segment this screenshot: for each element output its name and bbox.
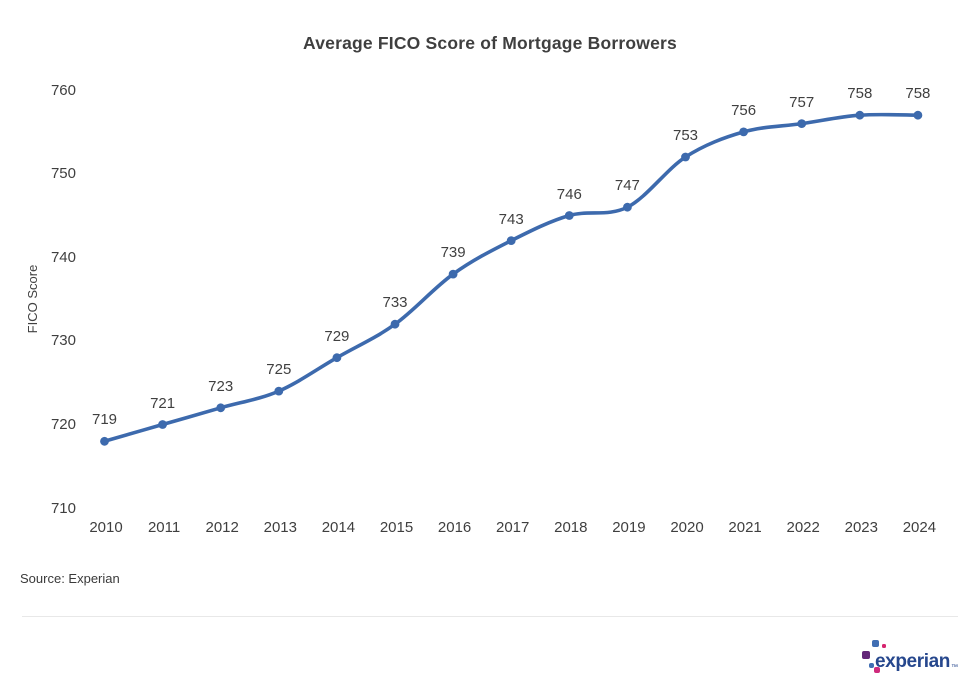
x-tick-label: 2019 — [612, 519, 646, 536]
experian-logo-text: experian™ — [875, 651, 958, 672]
data-point-label: 739 — [440, 244, 466, 262]
data-point — [216, 403, 226, 413]
data-point — [390, 319, 400, 329]
data-point-label: 756 — [731, 101, 757, 119]
data-point — [506, 236, 516, 246]
data-point-label: 747 — [614, 177, 640, 195]
data-point-label: 729 — [324, 327, 350, 345]
data-point — [855, 110, 865, 120]
data-point-label: 758 — [847, 85, 873, 103]
data-point-label: 753 — [672, 127, 699, 145]
data-point — [623, 202, 632, 212]
experian-logo-blue-dot-icon — [869, 663, 874, 668]
x-tick-label: 2020 — [670, 519, 704, 536]
data-point — [100, 436, 109, 446]
data-point — [739, 127, 748, 137]
y-tick-label: 760 — [50, 81, 76, 99]
data-point — [332, 353, 342, 363]
y-tick-label: 710 — [50, 499, 76, 517]
trademark-symbol: ™ — [950, 664, 958, 671]
x-tick-label: 2011 — [147, 519, 181, 536]
x-tick-label: 2015 — [379, 519, 414, 536]
data-point-label: 757 — [789, 93, 815, 111]
data-point-label: 758 — [905, 85, 931, 103]
data-point — [448, 269, 458, 279]
data-point-label: 721 — [150, 394, 176, 412]
x-tick-label: 2021 — [728, 519, 762, 536]
x-tick-label: 2013 — [263, 519, 297, 536]
experian-logo-pink-dot-icon — [882, 644, 886, 648]
source-note: Source: Experian — [20, 571, 120, 586]
data-point — [158, 420, 168, 429]
y-tick-label: 750 — [50, 165, 76, 183]
x-tick-label: 2016 — [437, 519, 472, 536]
data-point-label: 723 — [208, 377, 234, 395]
data-point — [681, 152, 690, 162]
x-tick-label: 2022 — [786, 519, 820, 536]
x-tick-label: 2012 — [205, 519, 239, 536]
data-point — [564, 211, 574, 220]
data-point-label: 725 — [266, 361, 292, 379]
data-point-label: 743 — [498, 210, 524, 228]
y-tick-label: 740 — [50, 248, 76, 266]
experian-logo-magenta-square-icon — [874, 667, 880, 673]
x-tick-label: 2018 — [554, 519, 588, 536]
data-point — [274, 386, 284, 396]
x-tick-label: 2014 — [321, 519, 356, 536]
data-point — [797, 119, 807, 128]
x-tick-label: 2023 — [844, 519, 878, 536]
chart-title: Average FICO Score of Mortgage Borrowers — [303, 33, 677, 53]
data-point — [913, 110, 923, 120]
experian-logo-blue-square-icon — [872, 640, 879, 647]
data-point-label: 746 — [556, 185, 582, 203]
experian-logo: experian™ — [856, 636, 966, 688]
footer-divider — [22, 616, 958, 617]
x-tick-label: 2017 — [496, 519, 530, 536]
y-tick-label: 730 — [50, 332, 76, 350]
y-tick-label: 720 — [50, 415, 76, 433]
experian-logo-purple-square-icon — [862, 651, 870, 659]
data-point-label: 733 — [382, 294, 408, 312]
x-tick-label: 2010 — [89, 519, 123, 536]
data-point-label: 719 — [91, 411, 118, 429]
x-tick-label: 2024 — [902, 519, 937, 536]
